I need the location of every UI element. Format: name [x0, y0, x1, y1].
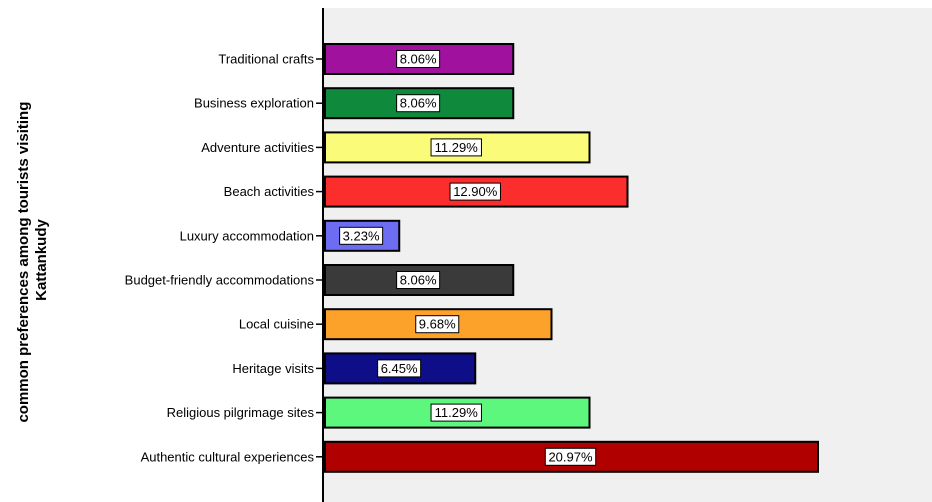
- data-label: 11.29%: [435, 405, 479, 420]
- data-label-box: [430, 403, 482, 422]
- category-label: Business exploration: [194, 96, 314, 111]
- data-label-box: [396, 271, 441, 289]
- category-label: Authentic cultural experiences: [141, 449, 315, 464]
- category-label: Heritage visits: [232, 361, 314, 376]
- data-label-box: [339, 226, 384, 245]
- data-label: 12.90%: [453, 184, 498, 199]
- category-label: Adventure activities: [201, 140, 314, 155]
- data-label: 11.29%: [435, 140, 479, 155]
- category-label: Religious pilgrimage sites: [167, 405, 315, 420]
- y-axis-title: common preferences among tourists visiti…: [15, 97, 50, 422]
- data-label: 8.06%: [400, 273, 437, 288]
- data-label-box: [544, 447, 597, 466]
- data-label: 8.06%: [400, 96, 437, 111]
- data-label-box: [415, 315, 460, 334]
- category-label: Local cuisine: [239, 317, 314, 332]
- data-label: 6.45%: [381, 361, 418, 376]
- category-label: Beach activities: [224, 184, 315, 199]
- chart-marks: Traditional crafts 8.06% Business explorat…: [125, 43, 819, 473]
- data-label: 8.06%: [400, 52, 437, 67]
- data-label: 3.23%: [343, 228, 380, 243]
- data-label-box: [430, 138, 482, 157]
- data-label: 9.68%: [419, 317, 456, 332]
- data-label-box: [396, 94, 441, 113]
- data-label-box: [449, 182, 501, 201]
- y-axis-title-line-1: common preferences among tourists visiti…: [15, 102, 32, 423]
- category-label: Budget-friendly accommodations: [125, 273, 315, 288]
- category-label: Luxury accommodation: [180, 228, 314, 243]
- y-axis-title-line-2: Kattankudy: [33, 219, 50, 301]
- data-label-box: [377, 359, 422, 378]
- category-label: Traditional crafts: [218, 52, 314, 67]
- data-label: 20.97%: [548, 449, 593, 464]
- data-label-box: [396, 50, 441, 68]
